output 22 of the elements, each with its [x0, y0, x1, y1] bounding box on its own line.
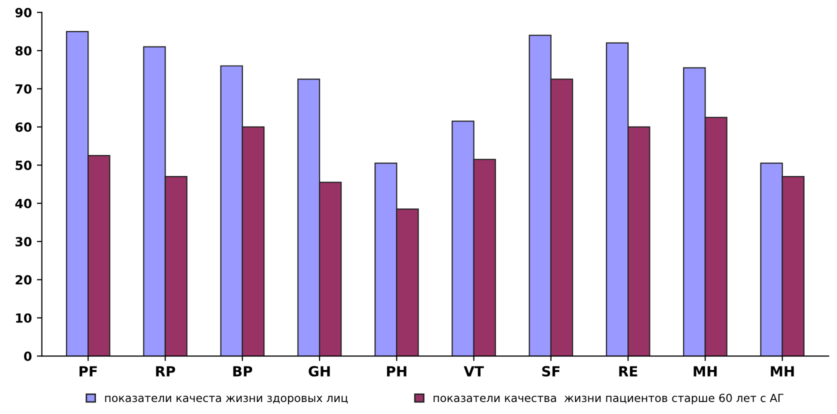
legend-label: показатели качества жизни пациентов старше 60 лет с АГ: [434, 394, 784, 404]
y-tick-label: 20: [16, 275, 32, 285]
x-tick-label: MH: [694, 366, 717, 376]
x-tick-label: RE: [619, 366, 638, 376]
x-tick-label: MH: [770, 366, 794, 376]
x-tick-label: VT: [464, 366, 484, 376]
x-tick-label: PH: [387, 366, 406, 376]
legend-label: показатели качеста жизни здоровых лиц: [105, 396, 348, 404]
y-tick-label: 10: [16, 313, 32, 323]
x-tick-label: BP: [233, 366, 252, 376]
x-tick-label: RP: [156, 366, 176, 376]
y-tick-label: 70: [16, 84, 32, 94]
y-tick-label: 30: [16, 236, 32, 246]
y-tick-label: 40: [15, 198, 32, 208]
y-tick-label: 80: [15, 46, 32, 56]
x-tick-label: GH: [308, 366, 330, 377]
y-tick-label: 0: [24, 352, 32, 361]
y-tick-label: 50: [16, 160, 32, 170]
x-tick-label: PF: [80, 366, 97, 376]
x-tick-label: SF: [542, 366, 560, 377]
y-tick-label: 90: [15, 8, 32, 18]
y-tick-label: 60: [16, 122, 32, 132]
